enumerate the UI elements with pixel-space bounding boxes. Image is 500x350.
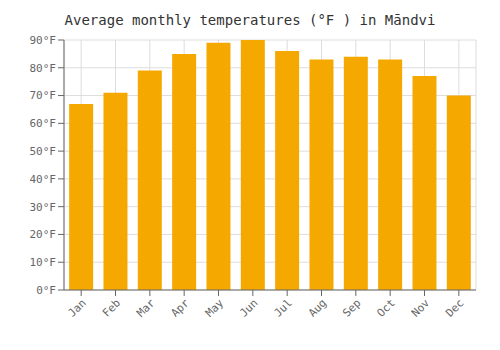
svg-text:40°F: 40°F: [30, 173, 57, 186]
svg-text:Jun: Jun: [237, 296, 260, 319]
svg-text:70°F: 70°F: [30, 89, 57, 102]
svg-text:20°F: 20°F: [30, 228, 57, 241]
svg-text:Jul: Jul: [272, 296, 295, 319]
svg-text:90°F: 90°F: [30, 34, 57, 47]
svg-text:Dec: Dec: [443, 296, 466, 319]
svg-text:Oct: Oct: [375, 296, 398, 319]
svg-text:Jan: Jan: [66, 296, 89, 319]
svg-text:0°F: 0°F: [36, 284, 56, 297]
svg-text:Nov: Nov: [409, 296, 433, 320]
html-text:Average monthly temperatures (: Average monthly temperatures (°F ) in Mā…: [64, 12, 436, 28]
svg-text:May: May: [203, 296, 227, 320]
svg-text:10°F: 10°F: [30, 256, 57, 269]
svg-text:Sep: Sep: [340, 296, 363, 319]
svg-text:Mar: Mar: [134, 296, 158, 320]
svg-text:60°F: 60°F: [30, 117, 57, 130]
svg-text:Feb: Feb: [100, 296, 123, 319]
svg-text:Apr: Apr: [169, 296, 193, 320]
svg-text:Aug: Aug: [306, 296, 329, 319]
svg-text:80°F: 80°F: [30, 62, 57, 75]
svg-text:50°F: 50°F: [30, 145, 57, 158]
svg-text:30°F: 30°F: [30, 201, 57, 214]
